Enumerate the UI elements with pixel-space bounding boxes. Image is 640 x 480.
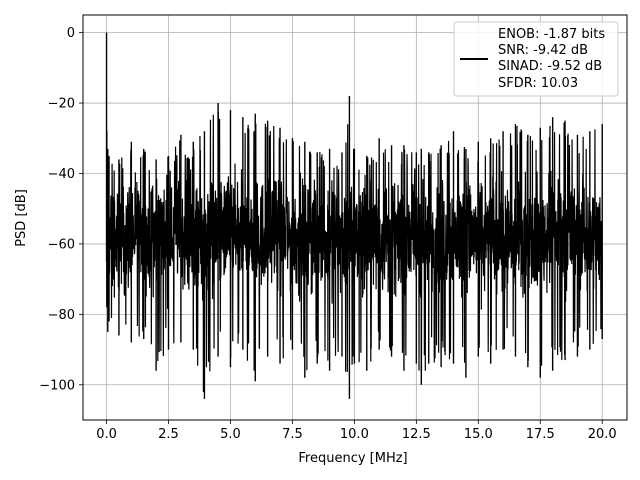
x-tick-label: 0.0 — [96, 427, 117, 442]
y-axis-label: PSD [dB] — [14, 189, 29, 247]
y-tick-label: −80 — [48, 308, 75, 323]
x-tick-label: 17.5 — [526, 427, 555, 442]
x-tick-label: 15.0 — [464, 427, 493, 442]
y-tick-label: −20 — [48, 97, 75, 112]
x-tick-label: 2.5 — [158, 427, 179, 442]
psd-series — [105, 32, 603, 399]
x-tick-label: 7.5 — [282, 427, 303, 442]
x-tick-label: 20.0 — [588, 427, 617, 442]
legend-snr: SNR: -9.42 dB — [498, 43, 588, 58]
legend: ENOB: -1.87 bits SNR: -9.42 dB SINAD: -9… — [453, 21, 619, 97]
plot-frame — [82, 14, 628, 421]
x-tick-label: 12.5 — [402, 427, 431, 442]
x-axis-label: Frequency [MHz] — [298, 451, 407, 466]
y-tick-label: −60 — [48, 237, 75, 252]
legend-sfdr: SFDR: 10.03 — [498, 76, 578, 91]
ticks: 0.0 2.5 5.0 7.5 10.0 12.5 15.0 17.5 20.0 0 −20 −40 −… — [39, 26, 616, 442]
y-tick-label: −100 — [39, 378, 75, 393]
y-tick-label: −40 — [48, 167, 75, 182]
x-tick-label: 10.0 — [340, 427, 369, 442]
y-tick-label: 0 — [67, 26, 75, 41]
legend-enob: ENOB: -1.87 bits — [498, 27, 605, 42]
legend-box — [453, 21, 619, 97]
legend-sinad: SINAD: -9.52 dB — [498, 59, 602, 74]
x-tick-label: 5.0 — [220, 427, 241, 442]
